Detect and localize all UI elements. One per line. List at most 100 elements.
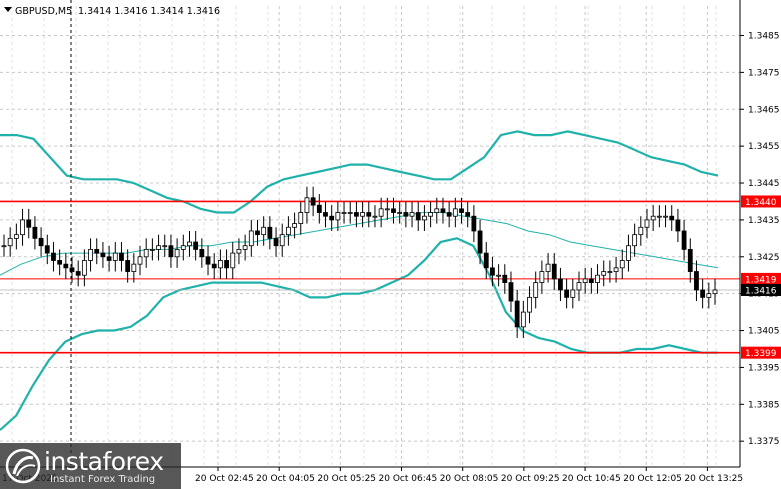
candle-body bbox=[613, 267, 619, 272]
logo-wordmark: instaforex bbox=[44, 447, 164, 476]
candle-body bbox=[434, 208, 440, 213]
candle-body bbox=[149, 249, 155, 251]
y-tick-label: 1.3485 bbox=[748, 32, 780, 42]
candle-body bbox=[397, 212, 403, 214]
candle-body bbox=[502, 274, 508, 283]
candle-body bbox=[162, 245, 168, 248]
candle-body bbox=[471, 215, 477, 232]
candle-body bbox=[156, 245, 161, 250]
current-price-tag bbox=[741, 283, 781, 296]
candle-body bbox=[700, 289, 706, 298]
candle-body bbox=[644, 219, 650, 228]
y-tick-label: 1.3385 bbox=[748, 400, 780, 410]
candle-body bbox=[446, 212, 452, 217]
candle-body bbox=[106, 256, 112, 261]
candle-body bbox=[588, 278, 594, 283]
candle-body bbox=[26, 219, 32, 228]
candle-body bbox=[663, 215, 668, 218]
symbol-label: GBPUSD,M5 bbox=[15, 6, 72, 17]
candle-body bbox=[285, 226, 291, 236]
candle-body bbox=[409, 212, 415, 217]
candle-body bbox=[323, 212, 328, 217]
candle-body bbox=[638, 226, 644, 236]
level-tag-label: 1.3440 bbox=[745, 198, 777, 208]
candle-body bbox=[490, 267, 495, 276]
candle-body bbox=[626, 245, 631, 261]
candle-body bbox=[582, 278, 588, 283]
candle-body bbox=[378, 208, 384, 217]
x-tick-label: 20 Oct 04:05 bbox=[256, 474, 315, 484]
candle-body bbox=[100, 252, 106, 258]
candle-body bbox=[706, 293, 712, 298]
candle-body bbox=[694, 271, 699, 291]
candle-body bbox=[514, 300, 520, 328]
level-tag bbox=[741, 195, 781, 208]
candle-body bbox=[354, 212, 359, 217]
candle-body bbox=[681, 230, 687, 250]
candle-body bbox=[316, 204, 322, 213]
x-tick-label: 20 Oct 12:05 bbox=[623, 474, 682, 484]
candle-body bbox=[224, 260, 229, 269]
y-axis-ticks: 1.34851.34751.34651.34551.34451.34351.34… bbox=[740, 32, 780, 447]
candle-body bbox=[570, 289, 576, 298]
candle-body bbox=[199, 249, 205, 258]
candle-body bbox=[496, 274, 502, 277]
candle-body bbox=[88, 249, 93, 261]
candle-body bbox=[391, 208, 396, 213]
candle-body bbox=[329, 215, 335, 221]
candle-body bbox=[248, 230, 254, 247]
candle-body bbox=[551, 263, 557, 280]
x-tick-label: 20 Oct 05:25 bbox=[317, 474, 376, 484]
chevron-down-icon[interactable] bbox=[4, 7, 12, 12]
x-tick-label: 20 Oct 02:45 bbox=[195, 474, 254, 484]
candle-body bbox=[632, 234, 638, 247]
candle-body bbox=[112, 252, 118, 261]
level-tag bbox=[741, 272, 781, 285]
candle-body bbox=[465, 212, 471, 217]
y-tick-label: 1.3475 bbox=[748, 68, 780, 78]
y-tick-label: 1.3445 bbox=[748, 179, 780, 189]
candle-body bbox=[267, 226, 273, 239]
candle-body bbox=[1, 245, 7, 248]
candle-body bbox=[601, 271, 607, 276]
candle-body bbox=[576, 282, 582, 291]
candle-body bbox=[131, 263, 137, 272]
candle-body bbox=[137, 256, 143, 265]
candle-body bbox=[527, 296, 532, 313]
candle-body bbox=[366, 212, 372, 217]
candle-body bbox=[477, 230, 483, 254]
candle-body bbox=[558, 278, 563, 291]
level-lines bbox=[0, 200, 740, 354]
price-tags: 1.3440 1.3419 1.3399 1.3416 bbox=[741, 195, 781, 359]
candle-body bbox=[51, 252, 56, 261]
candle-body bbox=[193, 241, 199, 250]
candle-body bbox=[564, 289, 570, 298]
x-tick-label: 20 Oct 08:05 bbox=[440, 474, 499, 484]
level-tag-label: 1.3399 bbox=[745, 349, 777, 359]
x-tick-label: 20 Oct 10:45 bbox=[562, 474, 621, 484]
candle-body bbox=[335, 212, 341, 221]
candle-body bbox=[595, 274, 600, 283]
y-tick-label: 1.3425 bbox=[748, 253, 780, 263]
candle-body bbox=[298, 212, 304, 224]
candle-body bbox=[508, 282, 514, 302]
candle-body bbox=[372, 215, 378, 218]
candle-body bbox=[94, 249, 100, 254]
candle-body bbox=[304, 197, 310, 213]
candle-body bbox=[403, 212, 409, 217]
x-tick-label: 20 Oct 06:45 bbox=[379, 474, 438, 484]
axes bbox=[0, 0, 741, 468]
candle-body bbox=[415, 212, 421, 221]
candle-body bbox=[341, 212, 347, 214]
candle-body bbox=[687, 249, 693, 272]
candle-body bbox=[20, 219, 25, 236]
candle-body bbox=[217, 260, 223, 269]
candle-body bbox=[452, 208, 458, 217]
candle-body bbox=[168, 245, 174, 258]
candle-body bbox=[483, 252, 489, 269]
candle-body bbox=[650, 215, 656, 221]
candle-body bbox=[273, 237, 279, 247]
candle-body bbox=[38, 237, 44, 247]
candle-body bbox=[539, 271, 545, 284]
